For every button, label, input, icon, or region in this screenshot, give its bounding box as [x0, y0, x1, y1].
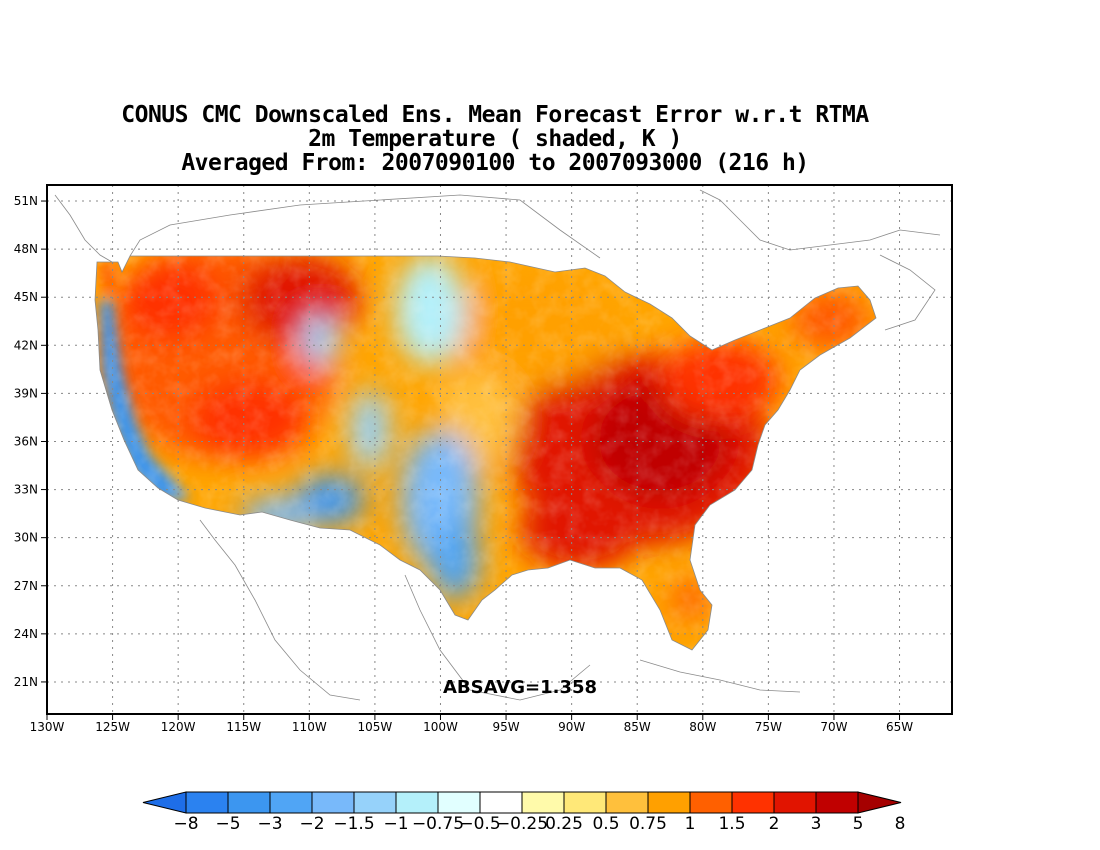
lon-tick-label: 100W	[423, 720, 458, 734]
colorbar-box	[731, 791, 775, 814]
colorbar-box	[227, 791, 271, 814]
lat-tick-label: 51N	[14, 194, 38, 208]
colorbar-label: −0.75	[412, 814, 464, 834]
lat-tick-label: 39N	[14, 386, 38, 400]
lon-tick-label: 90W	[558, 720, 585, 734]
lat-tick-label: 21N	[14, 675, 38, 689]
colorbar-box	[269, 791, 313, 814]
lat-tick-label: 42N	[14, 338, 38, 352]
colorbar-label: 2	[769, 814, 780, 834]
colorbar-box	[605, 791, 649, 814]
colorbar-label: 3	[811, 814, 822, 834]
colorbar-arrow-right	[857, 791, 902, 814]
lon-tick-label: 75W	[755, 720, 782, 734]
lon-tick-label: 85W	[624, 720, 651, 734]
lon-tick-label: 105W	[358, 720, 393, 734]
colorbar-label: 5	[853, 814, 864, 834]
lon-axis: 130W 125W 120W 115W 110W 105W 100W 95W 90W 85W 80W…	[30, 714, 913, 734]
colorbar-box	[311, 791, 355, 814]
colorbar-box	[815, 791, 859, 814]
lat-tick-label: 33N	[14, 483, 38, 497]
colorbar-label: −8	[173, 814, 198, 834]
colorbar-label: 0.5	[592, 814, 619, 834]
coastlines	[54, 189, 941, 701]
colorbar-box	[773, 791, 817, 814]
lat-axis: 51N 48N 45N 42N 39N 36N 33N 30N 27N 24N 21N	[14, 194, 47, 689]
colorbar-box	[689, 791, 733, 814]
colorbar-box	[647, 791, 691, 814]
colorbar-box	[563, 791, 607, 814]
lon-tick-label: 120W	[161, 720, 196, 734]
absavg-label: ABSAVG=1.358	[443, 677, 597, 698]
lat-tick-label: 48N	[14, 242, 38, 256]
temperature-error-field	[95, 256, 876, 650]
colorbar-label: 0.25	[545, 814, 583, 834]
lat-tick-label: 30N	[14, 531, 38, 545]
colorbar-box	[521, 791, 565, 814]
map-frame	[46, 184, 953, 715]
lon-tick-label: 70W	[820, 720, 847, 734]
colorbar-label: −1	[383, 814, 408, 834]
lon-tick-label: 65W	[886, 720, 913, 734]
title-line-2: 2m Temperature ( shaded, K )	[308, 126, 682, 152]
colorbar: −8 −5 −3 −2 −1.5 −1 −0.75−0.5−0.250.25 0.5 0.75 1…	[142, 791, 906, 834]
colorbar-box	[437, 791, 481, 814]
lat-tick-label: 36N	[14, 434, 38, 448]
colorbar-label: −1.5	[333, 814, 374, 834]
lat-tick-label: 27N	[14, 579, 38, 593]
colorbar-label: −2	[299, 814, 324, 834]
colorbar-label: 1.5	[718, 814, 745, 834]
lon-tick-label: 115W	[226, 720, 261, 734]
title-line-3: Averaged From: 2007090100 to 2007093000 …	[181, 150, 809, 176]
colorbar-label: 1	[685, 814, 696, 834]
lon-tick-label: 110W	[292, 720, 327, 734]
lon-tick-label: 125W	[95, 720, 130, 734]
lat-tick-label: 24N	[14, 627, 38, 641]
colorbar-box	[353, 791, 397, 814]
colorbar-label: 0.75	[629, 814, 667, 834]
colorbar-label: 8	[895, 814, 906, 834]
colorbar-box	[185, 791, 229, 814]
colorbar-label: −0.25	[496, 814, 548, 834]
lon-tick-label: 95W	[492, 720, 519, 734]
colorbar-box	[479, 791, 523, 814]
colorbar-label: −0.5	[459, 814, 500, 834]
colorbar-arrow-left	[142, 791, 187, 814]
colorbar-box	[395, 791, 439, 814]
lon-tick-label: 130W	[30, 720, 65, 734]
colorbar-label: −3	[257, 814, 282, 834]
lon-tick-label: 80W	[689, 720, 716, 734]
title-line-1: CONUS CMC Downscaled Ens. Mean Forecast …	[121, 102, 869, 128]
colorbar-label: −5	[215, 814, 240, 834]
lat-tick-label: 45N	[14, 290, 38, 304]
